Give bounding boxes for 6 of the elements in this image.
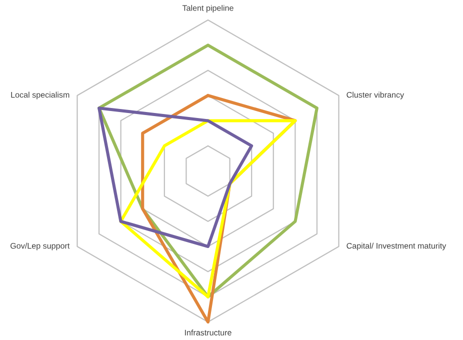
spoke-label: Cluster vibrancy — [346, 92, 404, 100]
spoke-label: Capital/ Investment maturity — [346, 242, 446, 250]
spoke-label: Talent pipeline — [182, 4, 234, 12]
spoke-label: Infrastructure — [185, 330, 232, 336]
spoke-label: Gov/Lep support — [10, 242, 70, 250]
spoke-label: Local specialism — [11, 92, 70, 100]
